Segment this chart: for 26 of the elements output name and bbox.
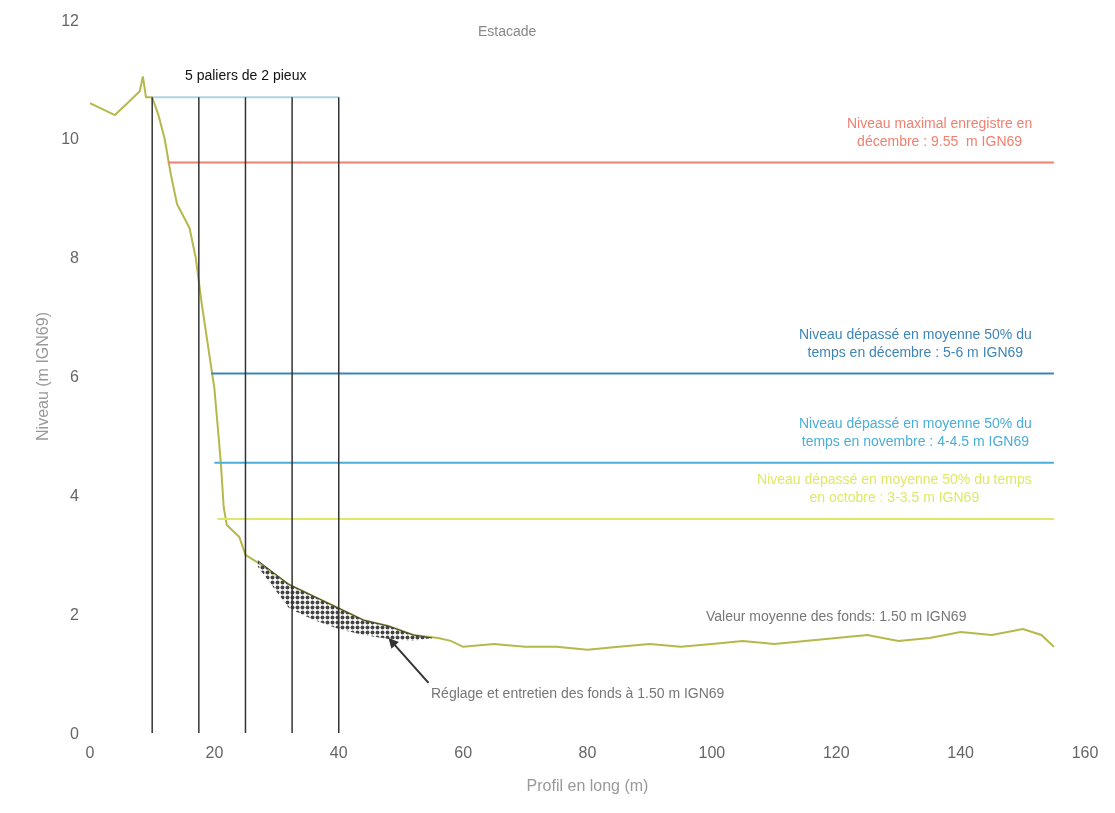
x-axis-title: Profil en long (m) bbox=[526, 777, 649, 794]
x-tick-label: 100 bbox=[698, 744, 726, 761]
y-tick-label: 6 bbox=[70, 368, 80, 386]
x-tick-label: 80 bbox=[578, 744, 597, 761]
annotation: Réglage et entretien des fonds à 1.50 m IGN69 bbox=[431, 685, 725, 701]
x-tick-label: 60 bbox=[454, 744, 473, 761]
x-tick-label: 20 bbox=[205, 744, 224, 761]
annotation: Niveau dépassé en moyenne 50% du temps en octobre : 3-3.5 m IGN69 bbox=[757, 471, 1032, 506]
x-tick-label: 0 bbox=[85, 744, 95, 761]
y-tick-label: 0 bbox=[70, 724, 80, 742]
annotation: Niveau dépassé en moyenne 50% du temps en décembre : 5-6 m IGN69 bbox=[799, 326, 1032, 361]
annotation: Estacade bbox=[478, 23, 537, 39]
y-axis-title: Niveau (m IGN69) bbox=[34, 312, 51, 441]
y-tick-label: 8 bbox=[70, 249, 80, 267]
y-tick-label: 12 bbox=[61, 11, 80, 29]
annotation: Niveau dépassé en moyenne 50% du temps en novembre : 4-4.5 m IGN69 bbox=[799, 415, 1032, 450]
y-tick-label: 10 bbox=[61, 130, 80, 148]
annotation: 5 paliers de 2 pieux bbox=[185, 67, 307, 83]
y-tick-label: 2 bbox=[70, 605, 80, 623]
annotation: Valeur moyenne des fonds: 1.50 m IGN69 bbox=[706, 608, 967, 624]
annotation: Niveau maximal enregistre en décembre : 9.55 m IGN69 bbox=[847, 115, 1033, 150]
x-tick-label: 120 bbox=[822, 744, 850, 761]
x-tick-label: 40 bbox=[329, 744, 348, 761]
x-tick-label: 160 bbox=[1071, 744, 1099, 761]
x-tick-label: 140 bbox=[947, 744, 975, 761]
y-tick-label: 4 bbox=[70, 486, 80, 504]
